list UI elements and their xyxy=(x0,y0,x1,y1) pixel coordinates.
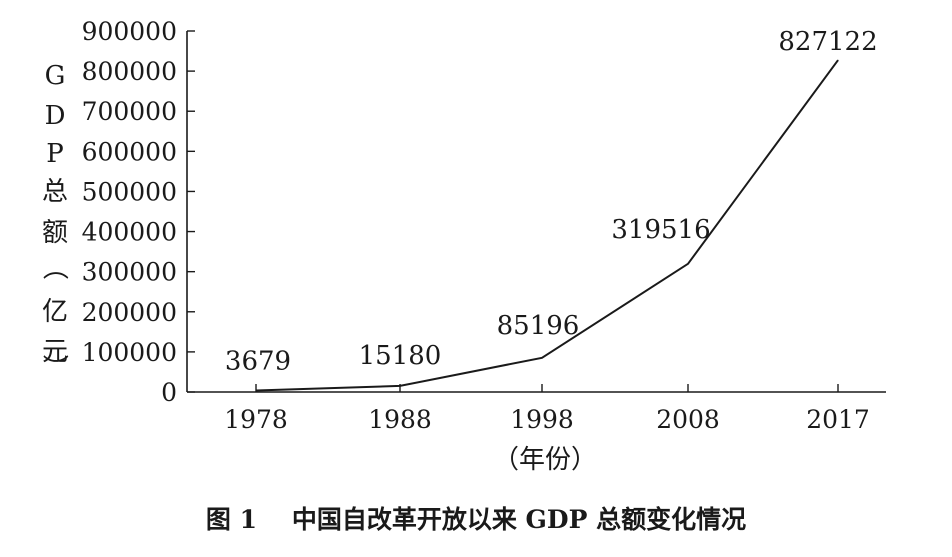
data-label: 85196 xyxy=(497,311,580,341)
y-tick-label: 900000 xyxy=(82,17,177,46)
y-axis-label-char: 亿 xyxy=(42,297,68,327)
x-tick-label: 2008 xyxy=(656,405,720,434)
y-axis-label-char: P xyxy=(46,139,64,169)
series-line-group xyxy=(255,59,839,392)
y-axis-label-char: 总 xyxy=(42,177,68,207)
y-tick-label: 700000 xyxy=(82,97,177,126)
x-tick-label: 2017 xyxy=(806,405,870,434)
data-label: 15180 xyxy=(359,341,442,371)
y-axis-label-char: 元 xyxy=(42,337,68,367)
data-labels: 3679 15180 85196 319516 827122 xyxy=(225,27,878,376)
data-label: 3679 xyxy=(225,347,291,377)
data-label: 319516 xyxy=(611,215,710,245)
series-line xyxy=(255,59,839,392)
x-axis-label: （年份） xyxy=(493,445,597,475)
x-tick-label: 1998 xyxy=(510,405,574,434)
x-tick-label: 1988 xyxy=(368,405,432,434)
data-point xyxy=(541,357,543,359)
y-axis-label-char: D xyxy=(45,101,66,131)
y-tick-label: 400000 xyxy=(82,218,177,247)
y-tick-label: 600000 xyxy=(82,137,177,166)
y-tick-label: 200000 xyxy=(82,298,177,327)
y-axis-label-char: （ xyxy=(39,254,69,280)
y-axis-label-char: G xyxy=(45,61,66,91)
data-point xyxy=(399,385,401,387)
data-point xyxy=(837,59,839,61)
y-tick-label: 0 xyxy=(161,378,177,407)
y-axis-label-char: ） xyxy=(39,354,69,380)
y-tick-label: 100000 xyxy=(82,338,177,367)
data-label: 827122 xyxy=(778,27,877,57)
y-tick-label: 500000 xyxy=(82,177,177,206)
y-tick-label: 300000 xyxy=(82,258,177,287)
y-axis: 0 100000 200000 300000 400000 500000 600000 700… xyxy=(82,17,195,407)
y-tick-label: 800000 xyxy=(82,57,177,86)
data-point xyxy=(687,263,689,265)
figure-caption: 图 1 中国自改革开放以来 GDP 总额变化情况 xyxy=(205,505,747,534)
x-tick-label: 1978 xyxy=(224,405,288,434)
x-axis: 1978 1988 1998 2008 2017 xyxy=(187,384,886,434)
data-point xyxy=(255,390,257,391)
y-axis-label-char: 额 xyxy=(42,218,68,248)
